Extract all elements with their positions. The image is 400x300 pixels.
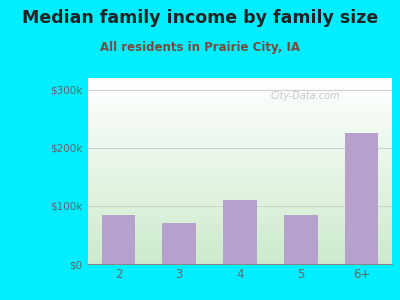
Bar <box>223 200 257 264</box>
Text: All residents in Prairie City, IA: All residents in Prairie City, IA <box>100 40 300 53</box>
Bar <box>345 133 378 264</box>
Bar <box>162 223 196 264</box>
Text: City-Data.com: City-Data.com <box>270 91 340 101</box>
Bar <box>102 214 135 264</box>
Text: Median family income by family size: Median family income by family size <box>22 9 378 27</box>
Bar <box>284 214 318 264</box>
